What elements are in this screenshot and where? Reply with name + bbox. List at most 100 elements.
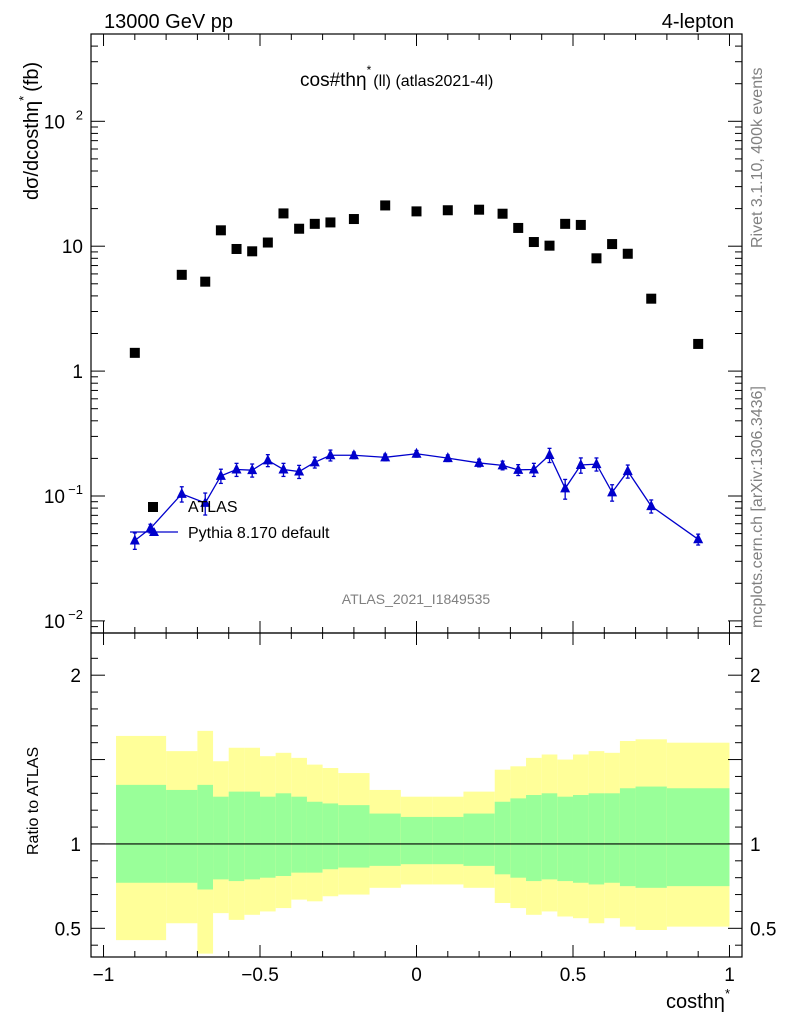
- y-tick-label-exponent: −2: [68, 607, 83, 622]
- atlas-data-point: [474, 204, 485, 215]
- atlas-data-point: [231, 243, 242, 254]
- ratio-band-green: [306, 801, 323, 873]
- header-left: 13000 GeV pp: [104, 11, 233, 33]
- pythia-data-point: [380, 451, 391, 462]
- pythia-data-point: [607, 486, 618, 497]
- pythia-data-point: [325, 449, 336, 460]
- ratio-band-green: [275, 793, 292, 876]
- pythia-data-point: [200, 496, 211, 507]
- pythia-data-point: [231, 463, 242, 474]
- atlas-data-point: [544, 240, 555, 251]
- header-right: 4-lepton: [662, 11, 734, 33]
- y-tick-label: 10: [44, 612, 65, 633]
- pythia-data-point: [622, 465, 633, 476]
- ratio-band-green: [666, 788, 730, 887]
- y-tick-label-base: 10: [44, 112, 65, 133]
- x-axis-label: costhη*: [666, 986, 730, 1013]
- atlas-data-point: [591, 253, 602, 264]
- rivet-version-text: Rivet 3.1.10, 400k events: [749, 67, 766, 248]
- y-tick-label-exponent: 2: [76, 107, 83, 122]
- pythia-data-point: [575, 459, 586, 470]
- ratio-band-green: [322, 803, 339, 870]
- atlas-data-point: [497, 208, 508, 219]
- ratio-band-green: [510, 798, 527, 878]
- pythia-data-point: [215, 469, 226, 480]
- atlas-data-point: [442, 205, 453, 216]
- ratio-y-tick-label-right: 1: [750, 835, 761, 856]
- atlas-data-point: [247, 246, 258, 257]
- pythia-data-point: [348, 449, 359, 460]
- ratio-y-tick-label-right: 2: [750, 666, 761, 687]
- pythia-data-point: [528, 463, 539, 474]
- atlas-data-point: [129, 347, 140, 358]
- y-tick-label-base: 10: [44, 487, 65, 508]
- ratio-band-green: [619, 788, 636, 887]
- pythia-data-point: [513, 463, 524, 474]
- ratio-uncertainty-bands: [91, 730, 742, 954]
- ratio-band-green: [557, 796, 573, 882]
- atlas-series: [129, 200, 704, 358]
- atlas-data-point: [309, 218, 320, 229]
- atlas-data-point: [294, 223, 305, 234]
- ratio-band-green: [116, 784, 167, 883]
- ylabel-sup: *: [16, 96, 31, 101]
- title-rest: (ll) (atlas2021-4l): [373, 73, 493, 90]
- ratio-y-tick-label-right: 0.5: [750, 919, 776, 940]
- plot-title: cos#thη*(ll) (atlas2021-4l): [300, 63, 493, 91]
- atlas-data-point: [215, 225, 226, 236]
- y-axis-label: dσ/dcosthη* (fb): [16, 62, 43, 200]
- x-tick-label: 0: [411, 965, 422, 986]
- ratio-band-green: [588, 793, 605, 885]
- xlabel-sup: *: [725, 986, 730, 1001]
- ylabel-unit: (fb): [21, 62, 43, 92]
- pythia-data-point: [442, 452, 453, 463]
- ratio-band-green: [291, 796, 307, 873]
- atlas-data-point: [411, 206, 422, 217]
- ratio-band-green: [213, 796, 229, 880]
- ratio-band-green: [197, 784, 214, 890]
- x-tick-label: −0.5: [241, 965, 279, 986]
- y-tick-label: 10: [44, 112, 65, 133]
- ratio-band-green: [369, 813, 401, 866]
- ylabel-main: dσ/dcosthη: [21, 101, 43, 200]
- x-tick-label: 1: [724, 965, 735, 986]
- legend-pythia-marker: [149, 527, 159, 536]
- pythia-data-point: [309, 456, 320, 467]
- ratio-band-green: [432, 816, 464, 865]
- y-tick-label: 10: [44, 487, 65, 508]
- ratio-band-green: [338, 805, 370, 868]
- pythia-data-point: [474, 456, 485, 467]
- xlabel-main: costhη: [666, 991, 725, 1013]
- ratio-y-axis-label: Ratio to ATLAS: [25, 747, 42, 855]
- pythia-data-point: [411, 447, 422, 458]
- pythia-data-point: [247, 464, 258, 475]
- atlas-data-point: [560, 218, 571, 229]
- ratio-band-green: [400, 816, 433, 865]
- ratio-band-green: [228, 791, 245, 882]
- pythia-data-point: [591, 458, 602, 469]
- x-tick-label: 0.5: [560, 965, 586, 986]
- legend-atlas-marker: [148, 502, 158, 512]
- ratio-y-tick-label: 1: [70, 835, 81, 856]
- pythia-data-point: [278, 463, 289, 474]
- pythia-data-point: [497, 459, 508, 470]
- atlas-data-point: [528, 237, 539, 248]
- atlas-data-point: [325, 217, 336, 228]
- legend-atlas-label: ATLAS: [188, 499, 238, 516]
- atlas-data-point: [278, 208, 289, 219]
- atlas-data-point: [348, 214, 359, 225]
- title-eta: η: [356, 70, 367, 91]
- ratio-band-green: [463, 813, 495, 866]
- pythia-data-point: [560, 482, 571, 493]
- y-tick-label: 1: [72, 362, 83, 383]
- ratio-band-green: [572, 795, 589, 883]
- ratio-band-green: [244, 791, 261, 880]
- y-tick-label: 10: [62, 237, 83, 258]
- atlas-data-point: [380, 200, 391, 211]
- y-tick-label-base: 10: [44, 612, 65, 633]
- main-plot-frame: [90, 33, 743, 634]
- ratio-y-tick-label: 2: [70, 666, 81, 687]
- atlas-data-point: [693, 338, 704, 349]
